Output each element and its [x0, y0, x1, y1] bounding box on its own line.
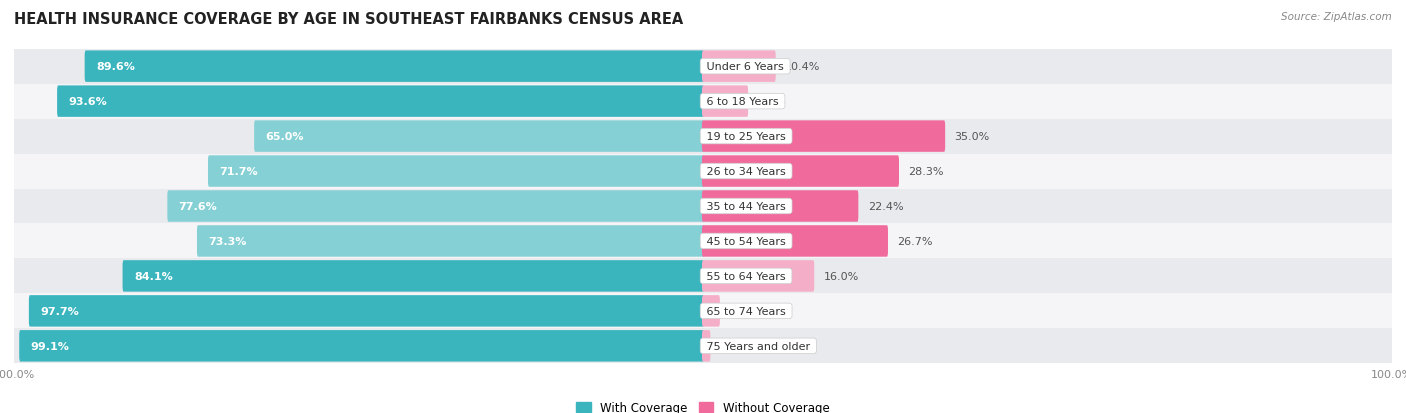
- Text: 35.0%: 35.0%: [955, 132, 990, 142]
- Text: 55 to 64 Years: 55 to 64 Years: [703, 271, 789, 281]
- Text: 75 Years and older: 75 Years and older: [703, 341, 814, 351]
- Text: HEALTH INSURANCE COVERAGE BY AGE IN SOUTHEAST FAIRBANKS CENSUS AREA: HEALTH INSURANCE COVERAGE BY AGE IN SOUT…: [14, 12, 683, 27]
- Text: 73.3%: 73.3%: [208, 236, 246, 247]
- Bar: [14, 329, 1392, 363]
- FancyBboxPatch shape: [702, 121, 945, 152]
- FancyBboxPatch shape: [702, 261, 814, 292]
- Text: 45 to 54 Years: 45 to 54 Years: [703, 236, 789, 247]
- FancyBboxPatch shape: [122, 261, 704, 292]
- FancyBboxPatch shape: [197, 225, 704, 257]
- Text: 28.3%: 28.3%: [908, 166, 943, 177]
- Text: 2.3%: 2.3%: [730, 306, 758, 316]
- Text: 6 to 18 Years: 6 to 18 Years: [703, 97, 782, 107]
- FancyBboxPatch shape: [702, 330, 710, 362]
- Bar: [14, 50, 1392, 84]
- FancyBboxPatch shape: [84, 51, 704, 83]
- FancyBboxPatch shape: [254, 121, 704, 152]
- FancyBboxPatch shape: [702, 51, 776, 83]
- Bar: [14, 259, 1392, 294]
- Bar: [14, 84, 1392, 119]
- FancyBboxPatch shape: [702, 295, 720, 327]
- Text: 26.7%: 26.7%: [897, 236, 932, 247]
- FancyBboxPatch shape: [702, 86, 748, 118]
- Bar: [14, 154, 1392, 189]
- Text: 84.1%: 84.1%: [134, 271, 173, 281]
- FancyBboxPatch shape: [702, 156, 898, 188]
- Text: 97.7%: 97.7%: [41, 306, 79, 316]
- Bar: [14, 224, 1392, 259]
- Text: 19 to 25 Years: 19 to 25 Years: [703, 132, 789, 142]
- FancyBboxPatch shape: [167, 191, 704, 222]
- Text: 93.6%: 93.6%: [69, 97, 107, 107]
- Text: Source: ZipAtlas.com: Source: ZipAtlas.com: [1281, 12, 1392, 22]
- Text: 71.7%: 71.7%: [219, 166, 257, 177]
- Text: 89.6%: 89.6%: [96, 62, 135, 72]
- Text: 0.92%: 0.92%: [720, 341, 755, 351]
- FancyBboxPatch shape: [208, 156, 704, 188]
- Text: 99.1%: 99.1%: [31, 341, 69, 351]
- Bar: [14, 189, 1392, 224]
- Text: 35 to 44 Years: 35 to 44 Years: [703, 202, 789, 211]
- Text: 6.4%: 6.4%: [758, 97, 786, 107]
- FancyBboxPatch shape: [20, 330, 704, 362]
- Legend: With Coverage, Without Coverage: With Coverage, Without Coverage: [576, 401, 830, 413]
- Bar: [14, 119, 1392, 154]
- Text: 65.0%: 65.0%: [266, 132, 304, 142]
- Text: 77.6%: 77.6%: [179, 202, 218, 211]
- Text: Under 6 Years: Under 6 Years: [703, 62, 787, 72]
- FancyBboxPatch shape: [702, 225, 889, 257]
- Text: 16.0%: 16.0%: [824, 271, 859, 281]
- Bar: [14, 294, 1392, 329]
- Text: 22.4%: 22.4%: [868, 202, 903, 211]
- FancyBboxPatch shape: [30, 295, 704, 327]
- Text: 10.4%: 10.4%: [785, 62, 820, 72]
- FancyBboxPatch shape: [702, 191, 858, 222]
- FancyBboxPatch shape: [58, 86, 704, 118]
- Text: 26 to 34 Years: 26 to 34 Years: [703, 166, 789, 177]
- Text: 65 to 74 Years: 65 to 74 Years: [703, 306, 789, 316]
